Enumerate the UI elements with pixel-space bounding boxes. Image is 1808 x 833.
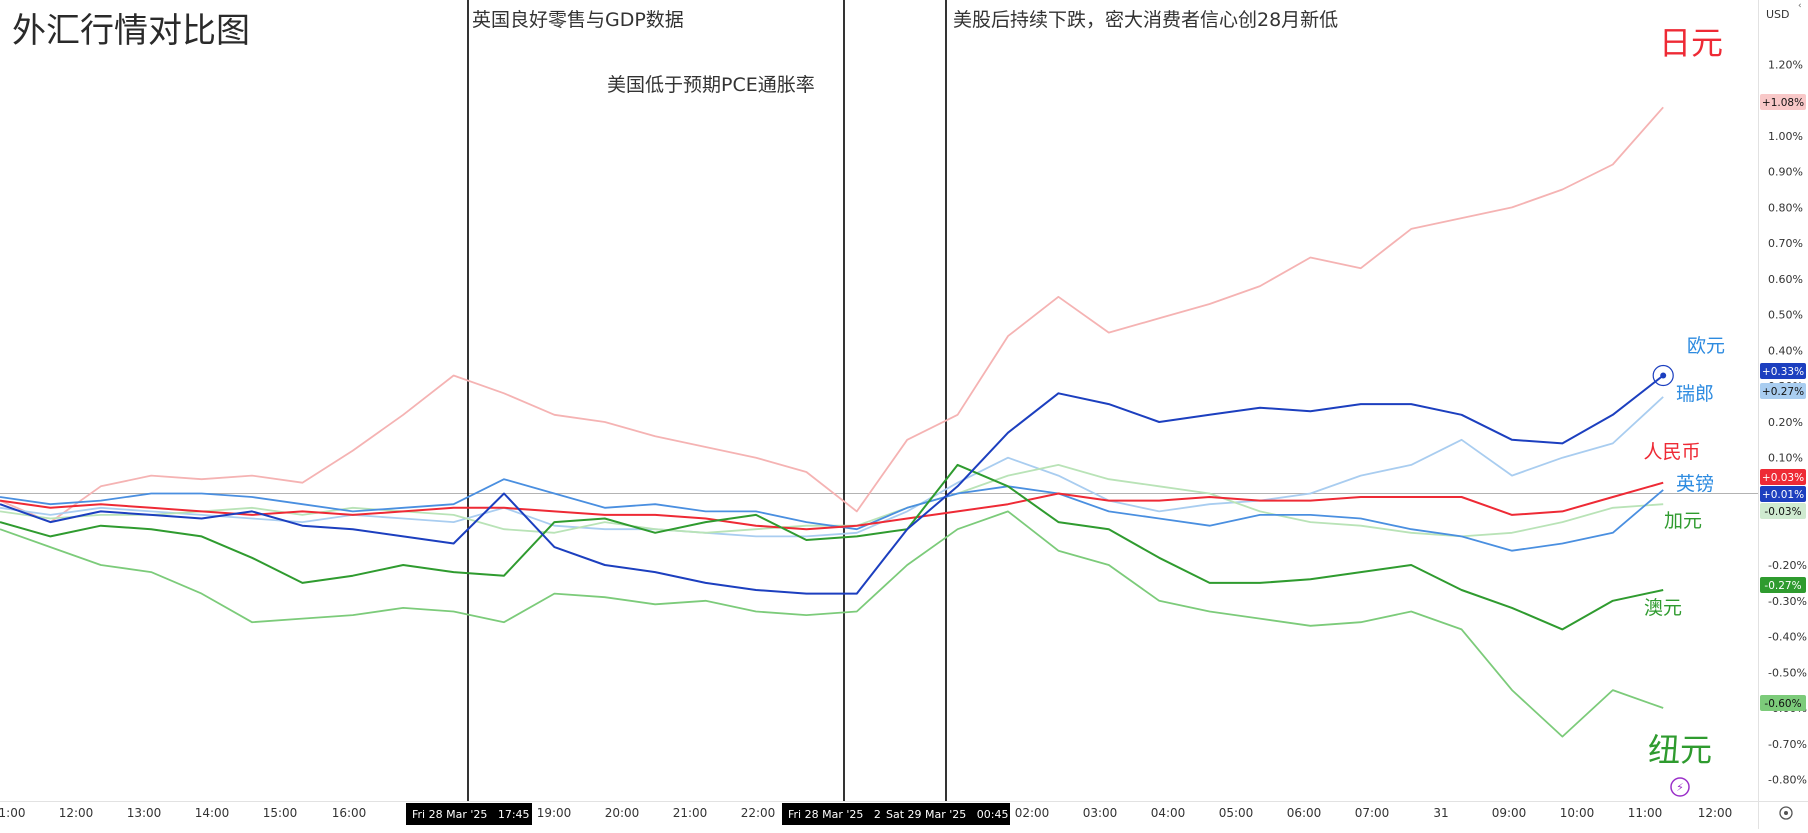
x-tick-label: 20:00 [605,806,640,820]
x-tick-label: 14:00 [195,806,230,820]
series-name-chf: 瑞郎 [1676,383,1714,405]
series-name-cny: 人民币 [1643,441,1700,463]
series-last-marker-ring [1652,364,1674,387]
x-tick-label: 04:00 [1151,806,1186,820]
x-tick-label: 03:00 [1083,806,1118,820]
x-tick-label: 12:00 [59,806,94,820]
value-badge-text-cny: +0.03% [1762,472,1804,484]
x-tick-label: 07:00 [1355,806,1390,820]
y-tick-label: 0.20% [1768,416,1803,429]
y-tick-label: 0.10% [1768,452,1803,465]
x-tick-label: 02:00 [1015,806,1050,820]
y-tick-label: -0.40% [1768,631,1807,644]
y-tick-label: -0.20% [1768,559,1807,572]
value-badge-chf [1760,383,1806,399]
y-tick-label: -0.50% [1768,666,1807,679]
y-tick-label: 0.40% [1768,344,1803,357]
time-badge [406,803,532,825]
y-tick-label: 0.60% [1768,273,1803,286]
y-tick-label: 1.00% [1768,130,1803,143]
x-tick-label: 06:00 [1287,806,1322,820]
x-tick-label: 31 [1433,806,1448,820]
annotation-uk-data: 英国良好零售与GDP数据 [472,9,684,31]
x-tick-label: 21:00 [673,806,708,820]
series-last-marker [1660,372,1667,379]
y-tick-label: 1.20% [1768,58,1803,71]
value-badge-cny [1760,469,1806,485]
x-tick-label: 1:00 [0,806,25,820]
value-badge-text-jpy: +1.08% [1762,97,1804,109]
lightning-glyph: ⚡ [1676,781,1684,794]
value-badge-jpy [1760,94,1806,110]
series-name-eur: 欧元 [1687,335,1725,357]
value-badge-gbp [1760,486,1806,502]
y-tick-label: 0.70% [1768,237,1803,250]
time-badge-text: Fri 28 Mar '25 17:45 [412,808,530,821]
y-tick-label: 0.80% [1768,201,1803,214]
value-badge-aud [1760,577,1806,593]
x-tick-label: 19:00 [537,806,572,820]
settings-gear-center [1784,811,1788,815]
y-tick-label: 0.50% [1768,309,1803,322]
series-line-eur[interactable] [0,374,1664,595]
collapse-arrow-icon[interactable]: ‹ [1798,1,1802,11]
value-badge-text-gbp: +0.01% [1762,489,1804,501]
x-tick-label: 05:00 [1219,806,1254,820]
series-line-chf[interactable] [0,396,1664,538]
series-line-nzd[interactable] [0,510,1664,738]
currency-label: USD [1766,8,1790,21]
x-tick-label: 09:00 [1492,806,1527,820]
value-badge-text-aud: -0.27% [1764,580,1801,592]
value-badge-eur [1760,363,1806,379]
series-line-jpy[interactable] [0,106,1664,523]
y-tick-label: 0.90% [1768,166,1803,179]
value-badge-text-nzd: -0.60% [1764,698,1801,710]
series-line-cny[interactable] [0,481,1664,531]
lightning-icon[interactable] [1670,777,1690,797]
settings-gear-icon[interactable] [1779,806,1793,820]
time-badge-text: Fri 28 Mar '25 23 [788,808,888,821]
value-badge-text-cad: -0.03% [1764,506,1801,518]
y-tick-label: -0.80% [1768,774,1807,787]
x-tick-label: 13:00 [127,806,162,820]
x-tick-label: 12:00 [1698,806,1733,820]
time-badge [880,803,1010,825]
annotation-us-stocks: 美股后持续下跌，密大消费者信心创28月新低 [953,9,1338,31]
x-tick-label: 11:00 [1628,806,1663,820]
page-title: 外汇行情对比图 [12,11,250,51]
x-tick-label: 16:00 [332,806,367,820]
x-tick-label: 22:00 [741,806,776,820]
value-badge-text-chf: +0.27% [1762,386,1804,398]
series-name-jpy: 日元 [1659,24,1723,62]
time-badge [782,803,894,825]
y-tick-label: -0.70% [1768,738,1807,751]
series-line-aud[interactable] [0,463,1664,631]
value-badge-cad [1760,503,1806,519]
y-tick-label: -0.30% [1768,595,1807,608]
series-name-cad: 加元 [1664,510,1702,532]
series-name-nzd: 纽元 [1648,731,1712,769]
x-tick-label: 15:00 [263,806,298,820]
time-badge-text: Sat 29 Mar '25 00:45 [886,808,1009,821]
value-badge-text-eur: +0.33% [1762,366,1804,378]
series-line-gbp[interactable] [0,478,1664,552]
series-name-gbp: 英镑 [1676,473,1714,495]
x-tick-label: 10:00 [1560,806,1595,820]
value-badge-nzd [1760,695,1806,711]
series-name-aud: 澳元 [1644,597,1682,619]
annotation-us-pce: 美国低于预期PCE通胀率 [607,74,815,96]
